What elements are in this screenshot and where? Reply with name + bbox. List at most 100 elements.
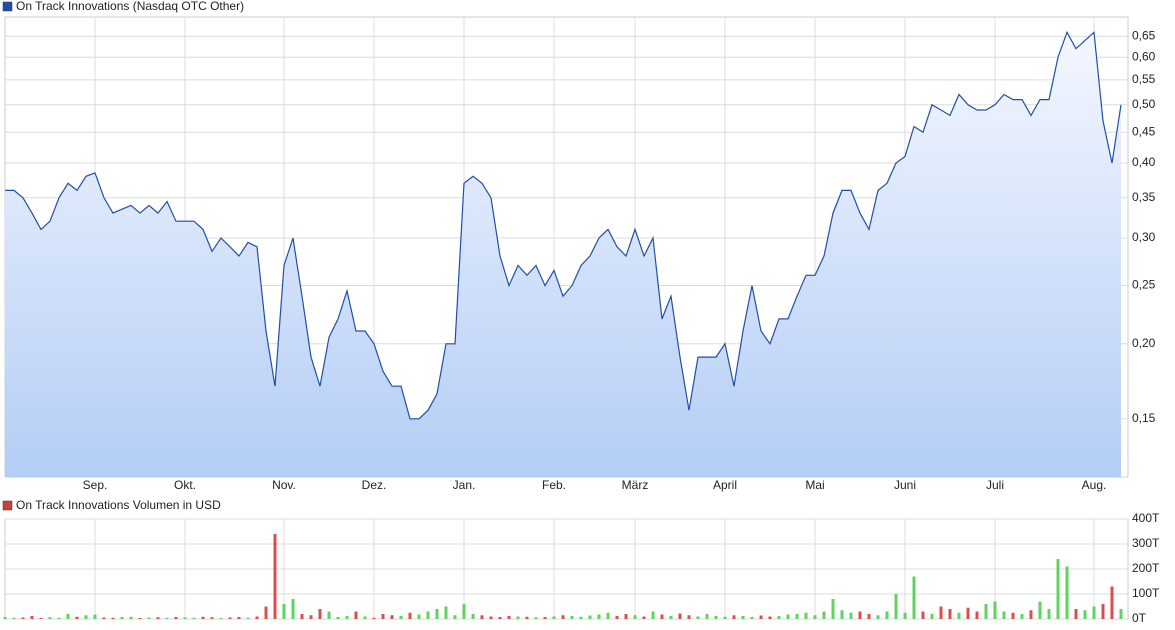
volume-bar xyxy=(939,606,943,619)
y-tick-label: 0,25 xyxy=(1132,278,1156,292)
volume-bar xyxy=(831,599,835,619)
volume-bar xyxy=(1011,612,1015,619)
volume-bar xyxy=(246,617,250,619)
volume-bar xyxy=(723,616,727,619)
volume-bar xyxy=(201,616,205,619)
volume-bar xyxy=(336,617,340,619)
volume-bar xyxy=(903,612,907,619)
volume-bar xyxy=(1038,601,1042,619)
y-tick-label: 0,20 xyxy=(1132,336,1156,350)
volume-bar xyxy=(282,604,286,619)
volume-bar xyxy=(768,616,772,619)
volume-bar xyxy=(624,614,628,619)
y-tick-label: 0,30 xyxy=(1132,230,1156,244)
volume-bar xyxy=(795,614,799,619)
x-tick-label: Jan. xyxy=(453,478,476,492)
volume-bar xyxy=(840,610,844,619)
volume-bar xyxy=(138,618,142,619)
y-tick-label: 0,60 xyxy=(1132,49,1156,63)
volume-bar xyxy=(165,617,169,619)
volume-bar xyxy=(1056,559,1060,619)
volume-bar xyxy=(651,611,655,619)
volume-bar xyxy=(354,611,358,619)
volume-bar xyxy=(1092,606,1096,619)
volume-bar xyxy=(255,616,259,619)
volume-bar xyxy=(480,615,484,619)
price-line xyxy=(5,30,1122,420)
volume-bar xyxy=(885,611,889,619)
volume-bar xyxy=(1083,610,1087,619)
volume-bar xyxy=(930,614,934,619)
x-tick-label: Feb. xyxy=(542,478,566,492)
volume-bar xyxy=(696,616,700,619)
volume-bar xyxy=(984,604,988,619)
y-tick-label: 0,40 xyxy=(1132,155,1156,169)
volume-bar xyxy=(813,615,817,619)
volume-bar xyxy=(111,617,115,619)
volume-bar xyxy=(552,616,556,619)
volume-bar xyxy=(669,616,673,619)
volume-bar xyxy=(120,617,124,619)
y-tick-label: 0,50 xyxy=(1132,97,1156,111)
volume-bar xyxy=(219,618,223,619)
volume-bar xyxy=(84,615,88,619)
volume-bar xyxy=(390,615,394,619)
volume-bar xyxy=(714,616,718,619)
volume-bar xyxy=(588,615,592,619)
volume-bar xyxy=(948,609,952,619)
volume-bar xyxy=(498,617,502,619)
volume-bar xyxy=(705,614,709,619)
volume-bar xyxy=(444,606,448,619)
volume-bar xyxy=(57,617,61,619)
legend-swatch xyxy=(2,500,13,511)
x-tick-label: Okt. xyxy=(174,478,196,492)
volume-bar xyxy=(345,616,349,619)
volume-bar xyxy=(516,616,520,619)
volume-bar xyxy=(606,612,610,619)
volume-bar xyxy=(489,616,493,619)
volume-bar xyxy=(399,616,403,619)
volume-bar xyxy=(129,616,133,619)
volume-bar xyxy=(543,617,547,619)
volume-bar xyxy=(741,616,745,619)
volume-bar xyxy=(237,617,241,619)
volume-bar xyxy=(615,616,619,619)
volume-bar xyxy=(750,617,754,619)
volume-bar xyxy=(66,614,70,619)
x-tick-label: Dez. xyxy=(362,478,387,492)
volume-bar xyxy=(1119,609,1123,619)
volume-bar xyxy=(372,617,376,619)
y-tick-label: 0T xyxy=(1132,611,1147,625)
y-tick-label: 300T xyxy=(1132,536,1160,550)
y-tick-label: 200T xyxy=(1132,561,1160,575)
volume-bar xyxy=(30,616,34,619)
y-tick-label: 400T xyxy=(1132,511,1160,525)
volume-bar xyxy=(894,594,898,619)
y-tick-label: 100T xyxy=(1132,586,1160,600)
volume-bar xyxy=(48,617,52,619)
volume-bar xyxy=(1047,609,1051,619)
volume-bar xyxy=(12,617,16,619)
volume-bar xyxy=(147,617,151,619)
volume-bar xyxy=(1002,611,1006,619)
volume-bar xyxy=(777,616,781,619)
x-tick-label: März xyxy=(622,478,649,492)
volume-bar xyxy=(327,611,331,619)
volume-bar xyxy=(1110,586,1114,619)
volume-bar xyxy=(876,615,880,619)
volume-bar xyxy=(1065,566,1069,619)
legend-label: On Track Innovations Volumen in USD xyxy=(16,498,221,512)
volume-bar xyxy=(300,614,304,619)
volume-bar xyxy=(678,613,682,619)
volume-bar xyxy=(597,614,601,619)
volume-bar xyxy=(849,612,853,619)
volume-bar xyxy=(1020,614,1024,619)
x-tick-label: Nov. xyxy=(272,478,296,492)
volume-bar xyxy=(291,599,295,619)
volume-bar xyxy=(1074,609,1078,619)
volume-bar xyxy=(570,616,574,619)
x-tick-label: Aug. xyxy=(1082,478,1107,492)
x-tick-label: April xyxy=(713,478,737,492)
y-tick-label: 0,55 xyxy=(1132,72,1156,86)
